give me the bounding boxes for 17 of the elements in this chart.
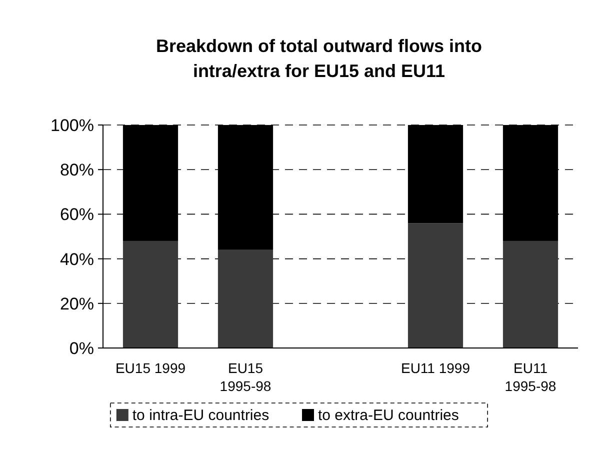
bar [502, 240, 558, 348]
y-tick-label: 80% [60, 160, 94, 180]
chart-title: Breakdown of total outward flows into intra/extra for EU15 and EU11 [156, 36, 482, 81]
y-tick-label: 20% [60, 294, 94, 314]
x-tick-label: EU15 1995-98 [220, 360, 272, 394]
y-tick-label: 40% [60, 250, 94, 269]
x-tick-label: EU11 1999 [400, 360, 470, 376]
bar [218, 250, 274, 348]
y-tick-label: 0% [69, 338, 94, 358]
x-tick-label: EU11 1995-98 [504, 360, 556, 394]
x-tick-label: EU15 1999 [115, 360, 186, 376]
y-tick-label: 100% [50, 116, 94, 135]
legend-label: to extra-EU countries [318, 407, 459, 424]
y-tick-label: 60% [60, 205, 94, 224]
bar [122, 240, 178, 348]
legend-label: to intra-EU countries [132, 407, 270, 424]
bar [408, 223, 464, 348]
